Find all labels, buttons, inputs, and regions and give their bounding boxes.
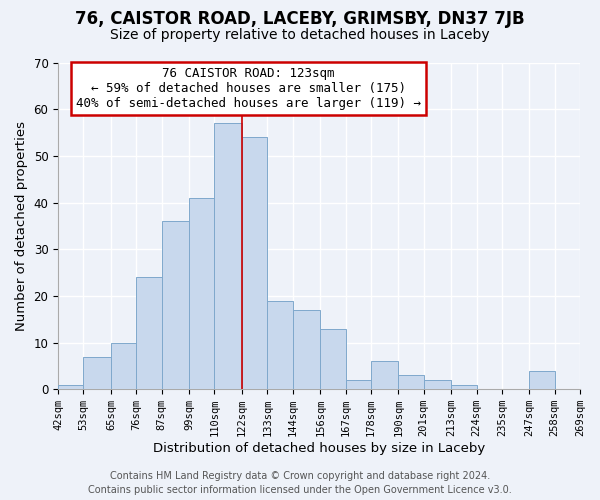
Bar (161, 221, 189, 389)
Bar (242, 137, 268, 389)
Bar (58, 384, 83, 389)
Bar (83, 356, 111, 389)
Bar (451, 384, 476, 389)
Bar (424, 380, 451, 389)
Bar (214, 123, 242, 389)
Bar (189, 198, 214, 389)
Text: Size of property relative to detached houses in Laceby: Size of property relative to detached ho… (110, 28, 490, 42)
Text: 76, CAISTOR ROAD, LACEBY, GRIMSBY, DN37 7JB: 76, CAISTOR ROAD, LACEBY, GRIMSBY, DN37 … (75, 10, 525, 28)
Bar (293, 310, 320, 389)
Bar (111, 342, 136, 389)
Bar (268, 300, 293, 389)
Bar (320, 328, 346, 389)
Y-axis label: Number of detached properties: Number of detached properties (15, 121, 28, 331)
Bar (346, 380, 371, 389)
Bar (371, 361, 398, 389)
Text: Contains HM Land Registry data © Crown copyright and database right 2024.
Contai: Contains HM Land Registry data © Crown c… (88, 471, 512, 495)
Bar (529, 370, 555, 389)
Bar (136, 277, 161, 389)
X-axis label: Distribution of detached houses by size in Laceby: Distribution of detached houses by size … (153, 442, 485, 455)
Text: 76 CAISTOR ROAD: 123sqm
← 59% of detached houses are smaller (175)
40% of semi-d: 76 CAISTOR ROAD: 123sqm ← 59% of detache… (76, 68, 421, 110)
Bar (398, 375, 424, 389)
